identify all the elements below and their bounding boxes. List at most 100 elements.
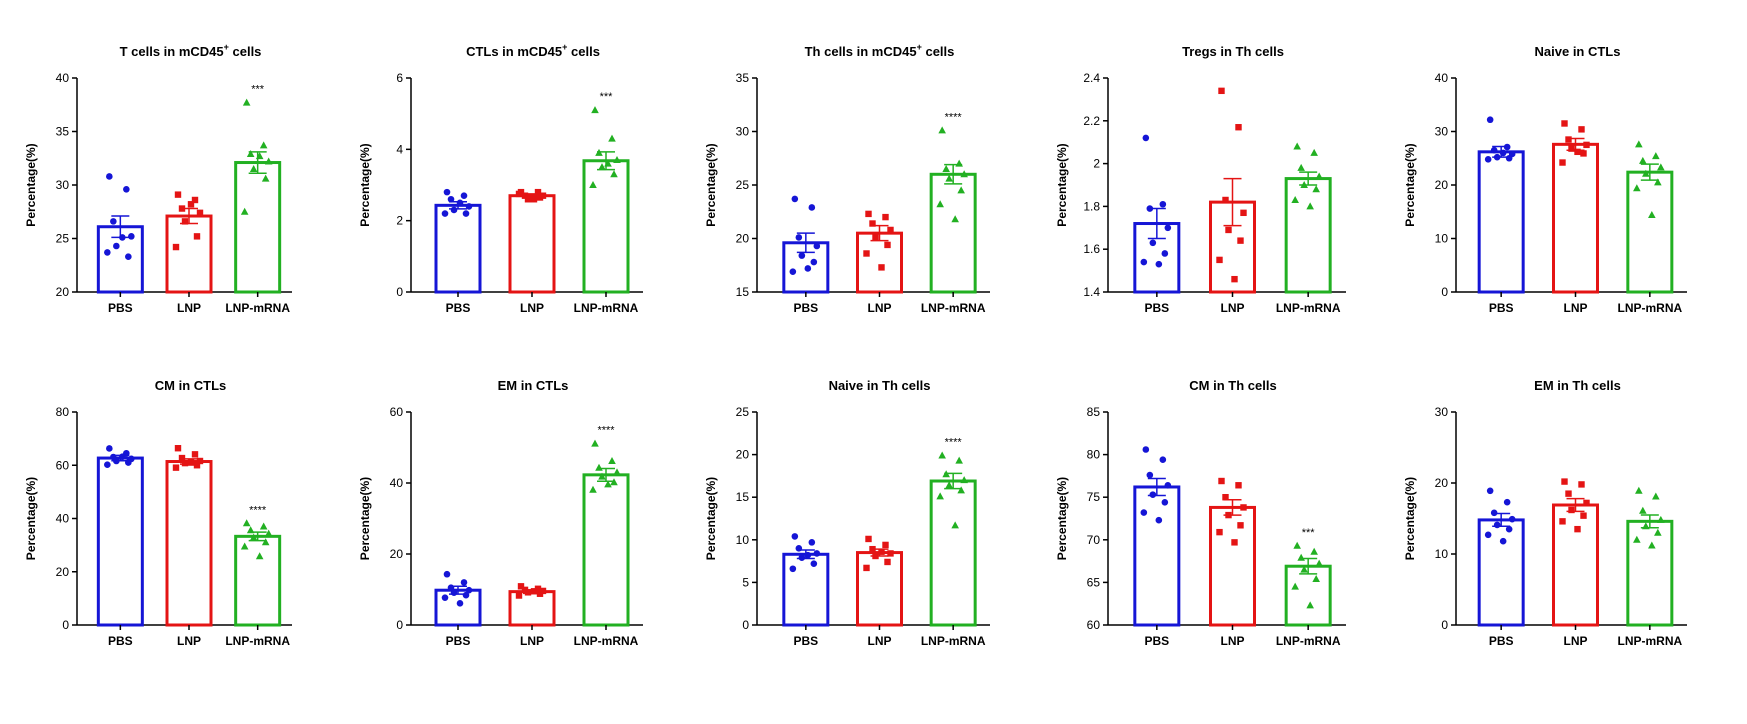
y-tick-label: 80	[56, 405, 70, 419]
x-tick-label: LNP-mRNA	[921, 634, 986, 648]
data-point	[110, 218, 117, 225]
data-point	[1146, 471, 1154, 479]
data-point	[882, 213, 889, 221]
data-point	[246, 526, 255, 534]
y-tick-label: 15	[736, 490, 750, 504]
data-point	[789, 268, 797, 275]
data-point	[872, 552, 879, 560]
data-point	[863, 564, 870, 572]
panel-title-main: Tregs in Th cells	[1182, 44, 1284, 59]
data-point	[1297, 163, 1305, 171]
data-point	[1222, 196, 1229, 204]
bar-pbs	[1133, 485, 1181, 627]
data-point	[264, 529, 273, 537]
data-point	[1561, 478, 1568, 485]
data-point	[462, 210, 470, 217]
data-point	[863, 250, 870, 257]
data-point	[878, 264, 885, 271]
data-point	[1300, 181, 1308, 188]
data-point	[1505, 525, 1513, 533]
data-point	[178, 205, 186, 212]
data-point	[604, 159, 612, 167]
data-point	[1648, 210, 1656, 218]
data-point	[1490, 146, 1498, 154]
data-point	[534, 188, 542, 196]
data-point	[942, 470, 950, 478]
bar-lnp	[1552, 142, 1599, 294]
data-point	[887, 226, 894, 234]
y-tick-label: 10	[1435, 547, 1449, 561]
y-tick-label: 2.4	[1083, 71, 1100, 85]
x-tick-label: PBS	[446, 301, 471, 315]
data-point	[123, 185, 130, 193]
data-point	[456, 199, 464, 207]
data-point	[524, 196, 532, 203]
data-point	[264, 157, 273, 165]
data-point	[1574, 525, 1581, 533]
data-point	[1652, 152, 1660, 160]
data-point	[1568, 506, 1575, 514]
data-point	[1657, 515, 1665, 523]
data-point	[957, 486, 965, 494]
data-point	[1583, 499, 1590, 507]
data-point	[187, 459, 195, 466]
x-tick-label: LNP	[868, 301, 892, 315]
data-point	[589, 485, 597, 493]
data-point	[1291, 195, 1299, 203]
data-point	[1652, 492, 1660, 500]
data-point	[1639, 506, 1647, 514]
significance-label: ***	[1302, 527, 1316, 539]
data-point	[795, 234, 803, 241]
y-tick-label: 10	[1435, 232, 1449, 246]
data-point	[246, 149, 255, 157]
panel-title: CM in CTLs	[155, 378, 227, 393]
data-point	[1310, 148, 1318, 156]
data-point	[1161, 499, 1169, 506]
data-point	[178, 454, 186, 462]
data-point	[810, 560, 818, 567]
y-tick-label: 65	[1087, 575, 1101, 589]
data-point	[1231, 275, 1238, 283]
data-point	[608, 456, 616, 464]
x-tick-label: LNP	[520, 301, 544, 315]
data-point	[613, 156, 621, 164]
data-point	[1484, 156, 1492, 163]
data-point	[1142, 446, 1150, 453]
x-tick-label: LNP	[177, 301, 201, 315]
data-point	[960, 170, 968, 178]
panel-title: T cells in mCD45+ cells	[120, 42, 262, 59]
data-point	[1642, 169, 1650, 177]
data-point	[119, 453, 126, 461]
data-point	[465, 203, 473, 210]
data-point	[1291, 582, 1299, 590]
y-tick-label: 20	[1435, 178, 1449, 192]
data-point	[196, 457, 204, 465]
y-tick-label: 6	[396, 71, 403, 85]
y-tick-label: 20	[736, 448, 750, 462]
x-tick-label: LNP	[1564, 301, 1588, 315]
y-axis-label: Percentage(%)	[1403, 477, 1417, 560]
y-tick-label: 2.2	[1083, 114, 1100, 128]
x-tick-label: LNP	[1564, 634, 1588, 648]
data-point	[443, 570, 451, 578]
y-tick-label: 15	[736, 285, 750, 299]
bar-lnp	[165, 214, 213, 294]
y-tick-label: 0	[1441, 618, 1448, 632]
x-tick-label: PBS	[1144, 301, 1169, 315]
data-point	[1580, 150, 1587, 157]
chart-panel-6: CM in CTLs Percentage(%) 0 20 40 60 80 PBS LNP LN…	[24, 378, 292, 648]
data-point	[1235, 482, 1242, 489]
data-point	[259, 141, 268, 149]
y-tick-label: 1.6	[1083, 242, 1100, 256]
data-point	[1231, 539, 1238, 546]
data-point	[174, 445, 182, 452]
y-tick-label: 25	[736, 405, 750, 419]
data-point	[465, 586, 473, 594]
panel-title-suffix: cells	[229, 44, 262, 59]
data-point	[1574, 148, 1581, 156]
data-point	[813, 550, 821, 557]
data-point	[1486, 116, 1494, 124]
data-point	[1216, 528, 1223, 536]
data-point	[1568, 145, 1575, 152]
